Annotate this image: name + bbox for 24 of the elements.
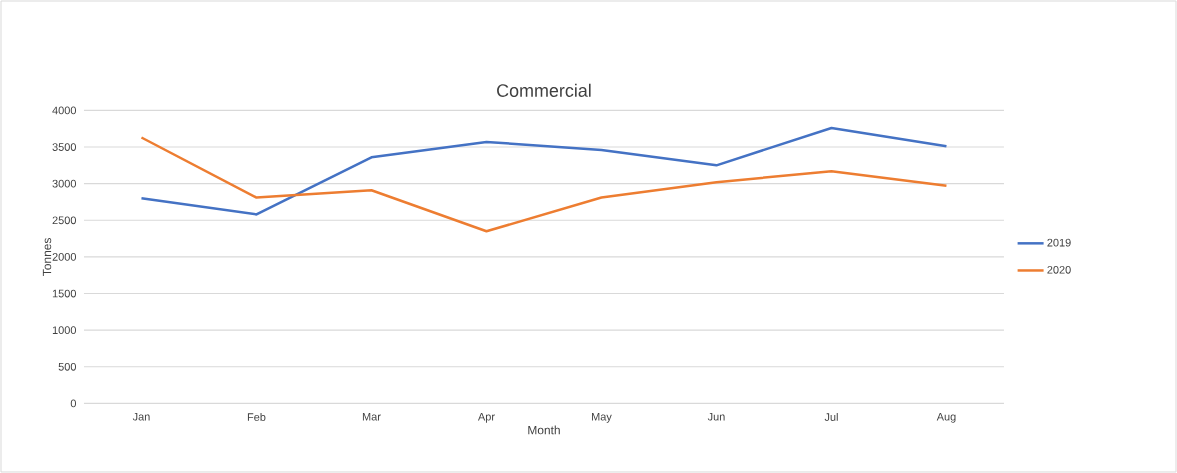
- x-tick-label: Jan: [132, 412, 150, 421]
- y-tick-label: 0: [70, 399, 76, 408]
- x-tick-label: Apr: [477, 412, 495, 423]
- y-tick-label: 1500: [52, 289, 76, 298]
- x-tick-label: May: [592, 412, 612, 423]
- legend-label: 2020: [1047, 265, 1071, 274]
- line-series: [140, 136, 948, 233]
- x-tick-label: Mar: [362, 412, 381, 421]
- chart-title: Commercial: [497, 83, 591, 97]
- y-tick-label: 3500: [52, 143, 76, 151]
- x-axis-title: Month: [528, 425, 560, 435]
- y-tick-label: 500: [58, 362, 76, 371]
- legend-label: 2019: [1047, 238, 1071, 247]
- y-tick-label: 4000: [52, 106, 76, 115]
- line-series: [140, 126, 948, 216]
- x-tick-label: Jul: [824, 412, 838, 421]
- x-tick-label: Jun: [707, 412, 725, 421]
- x-tick-label: Aug: [936, 412, 956, 423]
- y-tick-label: 3000: [52, 179, 76, 188]
- y-tick-label: 2500: [52, 216, 76, 225]
- y-tick-label: 1000: [52, 326, 76, 335]
- y-tick-label: 2000: [52, 253, 76, 261]
- y-axis-title: Tonnes: [42, 238, 52, 276]
- x-tick-label: Feb: [247, 412, 266, 421]
